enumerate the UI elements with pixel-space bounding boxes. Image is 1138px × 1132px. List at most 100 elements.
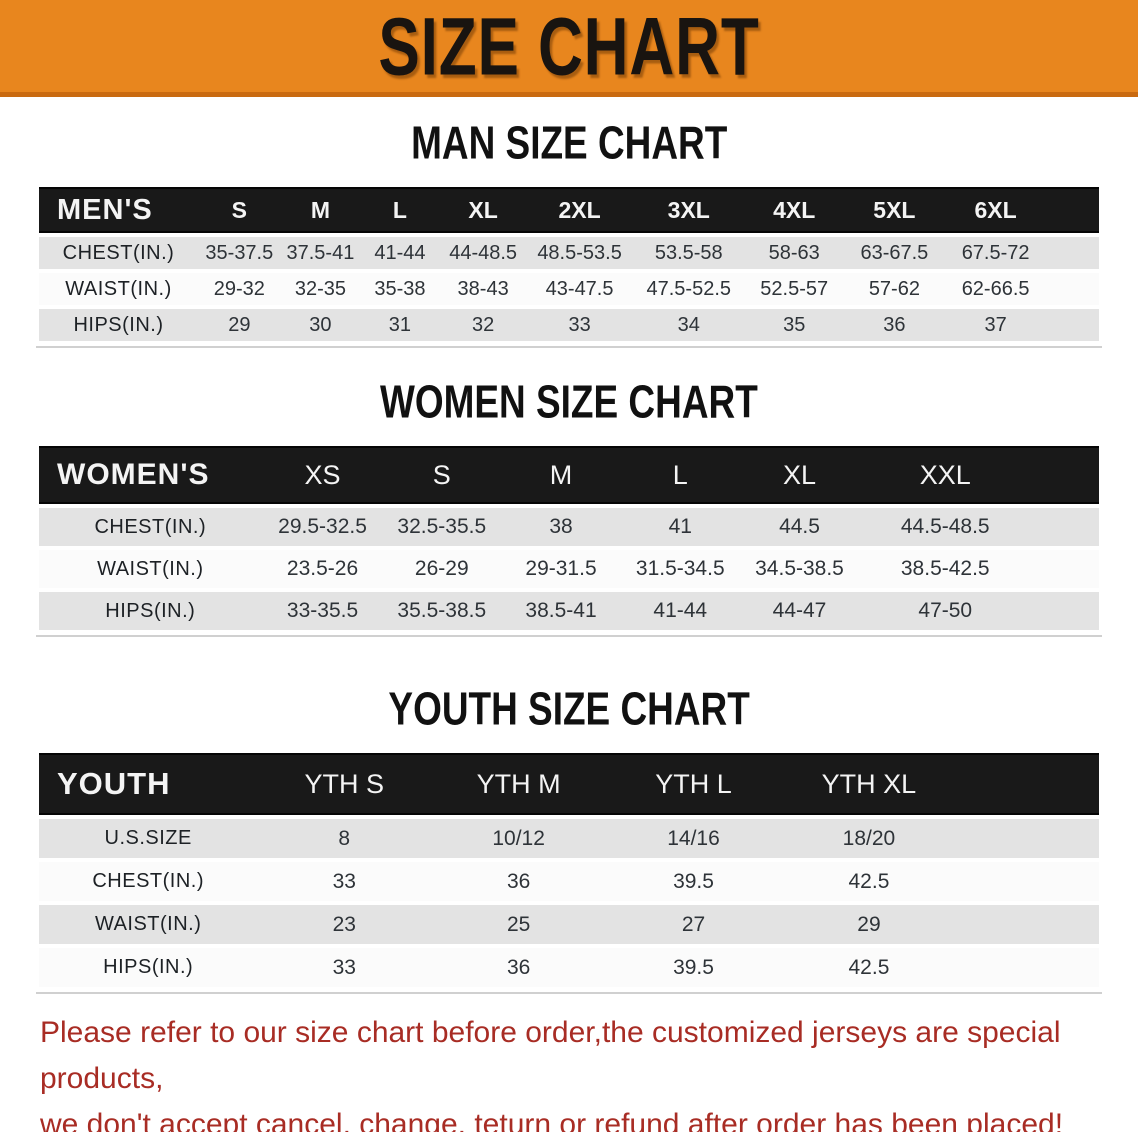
women-section-title: WOMEN SIZE CHART: [0, 377, 1138, 428]
men-section-title-text: MAN SIZE CHART: [410, 117, 728, 170]
measurement-cell: 29-32: [198, 273, 281, 305]
row-label: HIPS(IN.): [39, 592, 262, 630]
spacer-cell: [1045, 309, 1099, 341]
size-col-header: 6XL: [945, 187, 1046, 233]
measurement-cell: 34: [632, 309, 745, 341]
spacer-cell: [956, 905, 1099, 944]
measurement-cell: 33: [257, 862, 432, 901]
spacer-cell: [1045, 273, 1099, 305]
size-col-header: L: [360, 187, 440, 233]
row-label: WAIST(IN.): [39, 550, 262, 588]
measurement-cell: 8: [257, 819, 432, 858]
measurement-cell: 38-43: [439, 273, 527, 305]
men-waist-row: WAIST(IN.) 29-32 32-35 35-38 38-43 43-47…: [39, 273, 1099, 305]
women-waist-row: WAIST(IN.) 23.5-26 26-29 29-31.5 31.5-34…: [39, 550, 1099, 588]
measurement-cell: 43-47.5: [526, 273, 633, 305]
youth-hips-row: HIPS(IN.) 33 36 39.5 42.5: [39, 948, 1099, 987]
measurement-cell: 35-38: [360, 273, 440, 305]
size-col-header: M: [500, 446, 622, 504]
measurement-cell: 47.5-52.5: [632, 273, 745, 305]
size-col-header: XL: [738, 446, 861, 504]
measurement-cell: 42.5: [780, 948, 957, 987]
size-col-header: YTH XL: [780, 753, 957, 815]
measurement-cell: 33: [526, 309, 633, 341]
row-label: HIPS(IN.): [39, 309, 198, 341]
measurement-cell: 31: [360, 309, 440, 341]
measurement-cell: 67.5-72: [945, 237, 1046, 269]
size-col-header: YTH L: [606, 753, 781, 815]
banner-title: SIZE CHART: [378, 0, 760, 92]
measurement-cell: 32-35: [280, 273, 361, 305]
size-col-header: 5XL: [843, 187, 946, 233]
row-label: WAIST(IN.): [39, 905, 258, 944]
youth-section-title-text: YOUTH SIZE CHART: [388, 683, 750, 736]
measurement-cell: 57-62: [843, 273, 946, 305]
measurement-cell: 31.5-34.5: [621, 550, 739, 588]
measurement-cell: 53.5-58: [632, 237, 745, 269]
measurement-cell: 44-47: [738, 592, 861, 630]
measurement-cell: 23: [257, 905, 432, 944]
measurement-cell: 29-31.5: [500, 550, 622, 588]
size-col-header: YTH M: [431, 753, 607, 815]
measurement-cell: 44-48.5: [439, 237, 527, 269]
measurement-cell: 38.5-41: [500, 592, 622, 630]
men-table-underline: [36, 346, 1102, 348]
size-chart-banner: SIZE CHART: [0, 0, 1138, 97]
measurement-cell: 27: [606, 905, 781, 944]
measurement-cell: 37: [945, 309, 1046, 341]
youth-section-title: YOUTH SIZE CHART: [0, 683, 1138, 736]
women-header-row: WOMEN'S XS S M L XL XXL: [39, 446, 1099, 504]
youth-size-table: YOUTH YTH S YTH M YTH L YTH XL U.S.SIZE …: [39, 749, 1099, 991]
youth-table-title: YOUTH: [39, 753, 258, 815]
men-hips-row: HIPS(IN.) 29 30 31 32 33 34 35 36 37: [39, 309, 1099, 341]
measurement-cell: 18/20: [780, 819, 957, 858]
size-col-header: L: [621, 446, 739, 504]
women-chest-row: CHEST(IN.) 29.5-32.5 32.5-35.5 38 41 44.…: [39, 508, 1099, 546]
size-col-header: 2XL: [526, 187, 633, 233]
measurement-cell: 29: [198, 309, 281, 341]
spacer-cell: [956, 948, 1099, 987]
men-table-title: MEN'S: [39, 187, 198, 233]
spacer-cell: [956, 819, 1099, 858]
measurement-cell: 37.5-41: [280, 237, 361, 269]
spacer-cell: [1030, 446, 1099, 504]
measurement-cell: 36: [431, 948, 607, 987]
measurement-cell: 35-37.5: [198, 237, 281, 269]
measurement-cell: 63-67.5: [843, 237, 946, 269]
youth-header-row: YOUTH YTH S YTH M YTH L YTH XL: [39, 753, 1099, 815]
size-col-header: YTH S: [257, 753, 432, 815]
measurement-cell: 25: [431, 905, 607, 944]
measurement-cell: 33: [257, 948, 432, 987]
spacer-cell: [1045, 237, 1099, 269]
women-table-underline: [36, 635, 1102, 637]
women-hips-row: HIPS(IN.) 33-35.5 35.5-38.5 38.5-41 41-4…: [39, 592, 1099, 630]
spacer-cell: [1030, 508, 1099, 546]
measurement-cell: 38: [500, 508, 622, 546]
measurement-cell: 52.5-57: [744, 273, 844, 305]
measurement-cell: 47-50: [860, 592, 1031, 630]
spacer-cell: [956, 862, 1099, 901]
measurement-cell: 44.5-48.5: [860, 508, 1031, 546]
measurement-cell: 10/12: [431, 819, 607, 858]
women-size-table: WOMEN'S XS S M L XL XXL CHEST(IN.) 29.5-…: [39, 442, 1099, 634]
row-label: CHEST(IN.): [39, 508, 262, 546]
men-section-title: MAN SIZE CHART: [0, 117, 1138, 170]
measurement-cell: 44.5: [738, 508, 861, 546]
men-header-row: MEN'S S M L XL 2XL 3XL 4XL 5XL 6XL: [39, 187, 1099, 233]
women-table-title: WOMEN'S: [39, 446, 262, 504]
measurement-cell: 35: [744, 309, 844, 341]
measurement-cell: 30: [280, 309, 361, 341]
measurement-cell: 36: [843, 309, 946, 341]
spacer-cell: [1045, 187, 1099, 233]
measurement-cell: 62-66.5: [945, 273, 1046, 305]
measurement-cell: 33-35.5: [261, 592, 384, 630]
measurement-cell: 23.5-26: [261, 550, 384, 588]
size-col-header: S: [198, 187, 281, 233]
measurement-cell: 41: [621, 508, 739, 546]
row-label: CHEST(IN.): [39, 862, 258, 901]
spacer-cell: [1030, 550, 1099, 588]
measurement-cell: 42.5: [780, 862, 957, 901]
order-policy-note: Please refer to our size chart before or…: [40, 1010, 1102, 1132]
measurement-cell: 36: [431, 862, 607, 901]
measurement-cell: 34.5-38.5: [738, 550, 861, 588]
